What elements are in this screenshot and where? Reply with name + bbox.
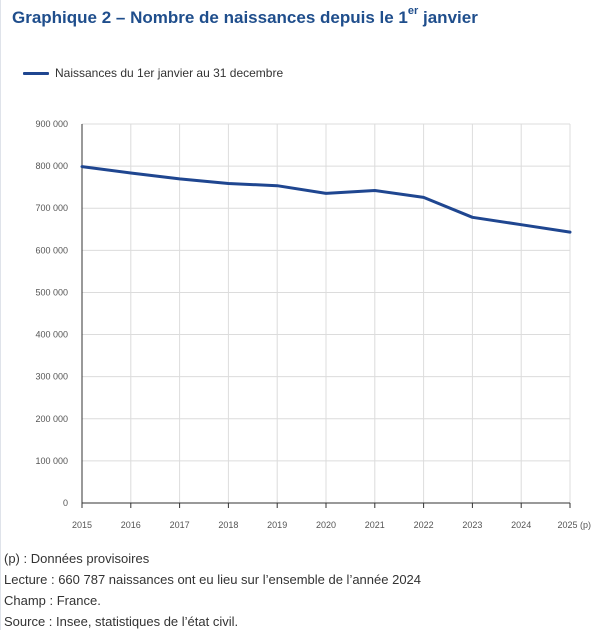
x-tick-label: 2015 xyxy=(72,520,92,530)
data-point xyxy=(324,191,328,195)
x-tick-label: 2021 xyxy=(365,520,385,530)
footnote-reading: Lecture : 660 787 naissances ont eu lieu… xyxy=(4,572,422,587)
y-tick-label: 500 000 xyxy=(35,287,68,297)
x-tick-label: 2022 xyxy=(414,520,434,530)
y-tick-label: 0 xyxy=(63,498,68,508)
legend-line-swatch xyxy=(23,71,49,75)
footnote-scope: Champ : France. xyxy=(4,593,101,608)
chart-title-prefix: Graphique 2 – Nombre de naissances depui… xyxy=(12,8,408,27)
x-tick-label: 2025 (p) xyxy=(557,520,591,530)
y-tick-label: 400 000 xyxy=(35,330,68,340)
data-point xyxy=(422,195,426,199)
chart-title-suffix: janvier xyxy=(418,8,478,27)
y-tick-label: 300 000 xyxy=(35,372,68,382)
data-point xyxy=(275,184,279,188)
x-tick-label: 2023 xyxy=(462,520,482,530)
x-tick-label: 2019 xyxy=(267,520,287,530)
y-tick-label: 200 000 xyxy=(35,414,68,424)
data-point xyxy=(226,182,230,186)
y-tick-label: 600 000 xyxy=(35,245,68,255)
y-tick-label: 800 000 xyxy=(35,161,68,171)
x-tick-label: 2016 xyxy=(121,520,141,530)
chart-legend[interactable]: Naissances du 1er janvier au 31 decembre xyxy=(23,66,283,80)
chart-title: Graphique 2 – Nombre de naissances depui… xyxy=(12,5,478,28)
x-tick-label: 2018 xyxy=(218,520,238,530)
x-tick-label: 2017 xyxy=(170,520,190,530)
footnotes: (p) : Données provisoires Lecture : 660 … xyxy=(4,548,421,632)
chart-title-superscript: er xyxy=(407,5,419,18)
y-tick-label: 900 000 xyxy=(35,119,68,129)
y-tick-label: 700 000 xyxy=(35,203,68,213)
line-chart: 0 100 000 200 000 300 000 400 000 500 000 600 … xyxy=(35,119,591,530)
data-point xyxy=(568,230,572,234)
data-point xyxy=(519,223,523,227)
x-tick-label: 2024 xyxy=(511,520,531,530)
data-point xyxy=(373,188,377,192)
data-point xyxy=(80,165,84,169)
data-point xyxy=(470,215,474,219)
footnote-provisional: (p) : Données provisoires xyxy=(4,551,150,566)
data-point xyxy=(178,177,182,181)
data-point xyxy=(129,171,133,175)
legend-label: Naissances du 1er janvier au 31 decembre xyxy=(55,66,284,80)
series-line xyxy=(80,165,572,234)
footnote-source: Source : Insee, statistiques de l’état c… xyxy=(4,614,239,629)
y-tick-label: 100 000 xyxy=(35,456,68,466)
x-tick-label: 2020 xyxy=(316,520,336,530)
